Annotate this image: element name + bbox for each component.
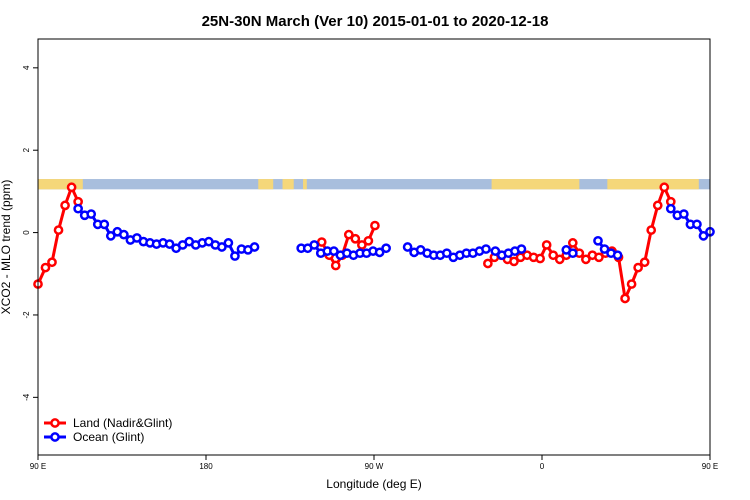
y-axis: -4 -2 0 2 4	[22, 65, 38, 401]
legend-item: Ocean (Glint)	[44, 430, 144, 444]
data-point	[73, 203, 83, 214]
data-point	[599, 244, 610, 254]
data-point	[86, 209, 97, 219]
data-point	[593, 235, 603, 246]
strip-land	[491, 179, 580, 190]
data-point	[381, 243, 391, 254]
data-point	[402, 242, 413, 252]
x-axis-label: Longitude (deg E)	[326, 477, 421, 491]
series-land	[33, 182, 676, 304]
legend-marker	[50, 418, 60, 428]
data-point	[66, 182, 77, 193]
data-point	[329, 246, 339, 256]
y-tick-label: 4	[22, 65, 31, 70]
data-point	[370, 220, 380, 231]
data-point	[481, 244, 491, 254]
data-point	[53, 225, 64, 235]
data-point	[639, 257, 650, 268]
data-point	[541, 240, 552, 250]
data-point	[567, 248, 578, 259]
y-tick-label: -2	[22, 311, 31, 319]
data-point	[626, 279, 637, 289]
data-point	[40, 262, 51, 273]
data-point	[350, 233, 361, 244]
data-point	[516, 244, 527, 254]
data-point	[535, 253, 545, 264]
strip-land	[282, 179, 294, 190]
data-point	[509, 256, 519, 267]
legend-marker	[50, 432, 60, 442]
data-point	[633, 262, 643, 273]
data-point	[612, 250, 623, 261]
strip-land	[607, 179, 699, 190]
strip-land	[303, 179, 307, 190]
data-point	[217, 242, 227, 252]
legend-label: Land (Nadir&Glint)	[73, 416, 172, 430]
x-tick-label: 90 E	[702, 462, 718, 471]
data-point	[659, 182, 670, 193]
y-tick-label: 2	[22, 147, 31, 152]
series-line	[486, 185, 673, 300]
data-point	[548, 250, 559, 261]
data-point	[374, 247, 385, 258]
y-axis-label: XCO2 - MLO trend (ppm)	[0, 180, 13, 315]
data-point	[119, 229, 129, 240]
series-layer	[33, 182, 715, 304]
strip-land	[38, 179, 83, 190]
data-point	[230, 251, 240, 261]
data-point	[249, 242, 260, 252]
data-point	[692, 219, 702, 230]
data-point	[105, 231, 116, 241]
data-point	[164, 239, 175, 249]
data-point	[343, 229, 354, 240]
data-point	[441, 248, 452, 259]
data-point	[679, 209, 689, 219]
x-tick-label: 90 E	[30, 462, 46, 471]
data-point	[223, 238, 234, 248]
y-tick-label: 0	[22, 230, 31, 235]
data-point	[581, 254, 591, 265]
data-point	[60, 200, 70, 211]
data-point	[330, 260, 341, 271]
chart-title: 25N-30N March (Ver 10) 2015-01-01 to 202…	[202, 13, 549, 30]
legend-item: Land (Nadir&Glint)	[44, 416, 172, 430]
data-point	[490, 246, 501, 256]
data-point	[594, 252, 604, 263]
legend: Land (Nadir&Glint)Ocean (Glint)	[44, 416, 172, 444]
data-point	[665, 203, 676, 214]
data-point	[554, 254, 565, 265]
series-line	[77, 207, 256, 258]
x-axis: 90 E 180 90 W 0 90 E	[30, 455, 718, 471]
series-ocean	[73, 203, 715, 263]
data-point	[567, 238, 578, 248]
data-point	[99, 219, 110, 230]
x-tick-label: 0	[540, 462, 545, 471]
data-point	[698, 231, 709, 241]
data-point	[47, 257, 57, 268]
legend-label: Ocean (Glint)	[73, 430, 144, 444]
x-tick-label: 180	[199, 462, 213, 471]
strip-ocean	[38, 179, 710, 190]
data-point	[309, 240, 320, 250]
data-point	[483, 258, 493, 269]
data-point	[620, 293, 630, 304]
data-point	[357, 240, 367, 250]
data-point	[652, 200, 663, 211]
data-point	[316, 237, 327, 247]
land-ocean-strip	[38, 179, 710, 190]
data-point	[646, 225, 657, 235]
strip-land	[258, 179, 274, 190]
data-point	[363, 235, 374, 246]
x-tick-label: 90 W	[365, 462, 384, 471]
y-tick-label: -4	[22, 393, 31, 401]
